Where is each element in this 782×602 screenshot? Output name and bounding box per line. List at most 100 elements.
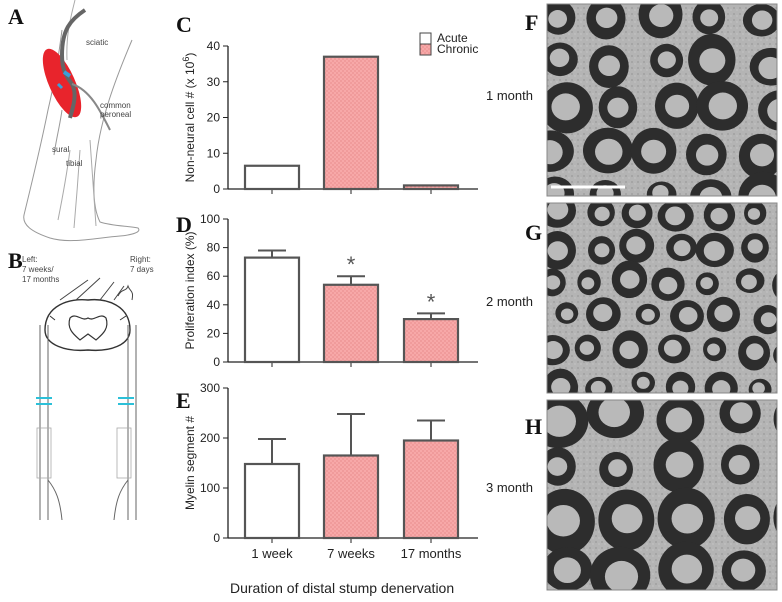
panel-letter-c: C <box>176 12 192 37</box>
axon-core <box>636 376 650 389</box>
axon-core <box>758 56 777 80</box>
axon-core <box>607 97 629 118</box>
label-left-1: Left: <box>22 255 38 264</box>
y-tick-label: 40 <box>207 39 221 53</box>
leg-nerve-illustration: sciatic common peroneal sural tibial <box>23 0 140 242</box>
axon-core <box>700 277 714 290</box>
axon-core <box>598 55 621 76</box>
axon-core <box>551 377 571 393</box>
axon-core <box>608 459 627 477</box>
label-right-1: Right: <box>130 255 151 264</box>
panel-letter-g: G <box>525 220 543 245</box>
myelin-ring <box>778 452 782 487</box>
y-tick-label: 80 <box>207 241 221 255</box>
y-tick-label: 40 <box>207 298 221 312</box>
spinal-cord-illustration: Left: 7 weeks/ 17 months Right: 7 days <box>22 255 154 521</box>
label-sural: sural <box>52 145 70 154</box>
y-tick-label: 100 <box>200 212 220 226</box>
panel-letter-f: F <box>525 10 539 35</box>
axon-core <box>671 554 703 584</box>
label-peroneal: peroneal <box>100 110 131 119</box>
axon-core <box>628 204 646 221</box>
axon-core <box>751 10 773 30</box>
axon-core <box>548 10 568 28</box>
axon-core <box>547 405 576 437</box>
chart-d: 0 20 40 60 80 100 * * Proliferation index (%) <box>183 212 478 369</box>
axon-core <box>619 340 639 360</box>
axon-core <box>672 380 689 393</box>
y-axis-label: Proliferation index (%) <box>183 231 197 349</box>
axon-core <box>752 382 765 393</box>
myelin-ring <box>772 273 777 298</box>
axon-core <box>611 504 643 534</box>
micrograph-label-1: 1 month <box>486 88 533 103</box>
axon-core <box>700 9 719 27</box>
legend-label-chronic: Chronic <box>437 42 478 56</box>
y-tick-label: 30 <box>207 75 221 89</box>
x-tick-label: 1 week <box>251 546 293 561</box>
axon-core <box>657 51 676 69</box>
axon-core <box>547 140 563 165</box>
micrograph-2 <box>546 202 778 394</box>
axon-core <box>760 312 777 328</box>
axon-core <box>595 7 618 29</box>
axon-core <box>594 206 610 222</box>
axon-core <box>547 241 568 261</box>
panel-letter-b: B <box>8 248 23 273</box>
axon-core <box>547 275 561 290</box>
x-tick-label: 17 months <box>401 546 462 561</box>
label-right-2: 7 days <box>130 265 154 274</box>
bar-chronic <box>402 439 460 540</box>
y-tick-label: 0 <box>213 355 220 369</box>
axon-core <box>641 308 655 322</box>
axon-core <box>579 341 595 355</box>
axon-core <box>710 207 728 225</box>
axon-core <box>547 341 563 360</box>
axon-core <box>658 276 678 295</box>
label-sciatic: sciatic <box>86 38 108 47</box>
axon-core <box>731 558 756 582</box>
label-left-3: 17 months <box>22 275 59 284</box>
bar-chronic <box>402 318 460 364</box>
label-left-2: 7 weeks/ <box>22 265 54 274</box>
micrograph-label-3: 3 month <box>486 480 533 495</box>
axon-core <box>641 139 667 164</box>
axon-core <box>703 240 725 261</box>
axon-core <box>620 270 640 289</box>
bar-chronic <box>322 454 380 540</box>
y-tick-label: 200 <box>200 431 220 445</box>
axon-core <box>594 243 610 258</box>
axon-core <box>553 557 581 584</box>
charts-layer: 0 10 20 30 40 Non-neural cell # (x 106) 0 20 40 6… <box>181 39 478 561</box>
legend: Acute Chronic <box>419 31 478 56</box>
axon-core <box>549 48 570 68</box>
y-tick-label: 100 <box>200 481 220 495</box>
axon-core <box>714 304 733 323</box>
axon-core <box>678 307 698 325</box>
axon-core <box>673 240 691 257</box>
label-tibial: tibial <box>66 159 83 168</box>
legend-swatch-acute <box>419 32 432 45</box>
axon-core <box>547 203 569 220</box>
x-axis-title: Duration of distal stump denervation <box>230 580 455 596</box>
chart-c: 0 10 20 30 40 Non-neural cell # (x 106) <box>181 39 478 196</box>
axon-core <box>671 503 704 534</box>
y-tick-label: 300 <box>200 381 220 395</box>
axon-core <box>547 504 580 537</box>
axon-core <box>665 94 690 118</box>
axon-core <box>741 274 757 290</box>
axon-core <box>707 343 720 356</box>
bar-acute <box>243 256 301 364</box>
panel-letter-e: E <box>176 388 191 413</box>
axon-core <box>708 92 737 120</box>
bar-chronic <box>322 55 380 191</box>
axon-core <box>734 506 761 531</box>
axon-core <box>728 455 750 476</box>
myelin-ring <box>773 406 777 432</box>
axon-core <box>652 185 669 196</box>
micrographs <box>546 3 782 591</box>
axon-core <box>747 239 763 254</box>
axon-core <box>747 208 761 220</box>
axon-core <box>663 339 682 357</box>
axon-core <box>665 451 694 478</box>
